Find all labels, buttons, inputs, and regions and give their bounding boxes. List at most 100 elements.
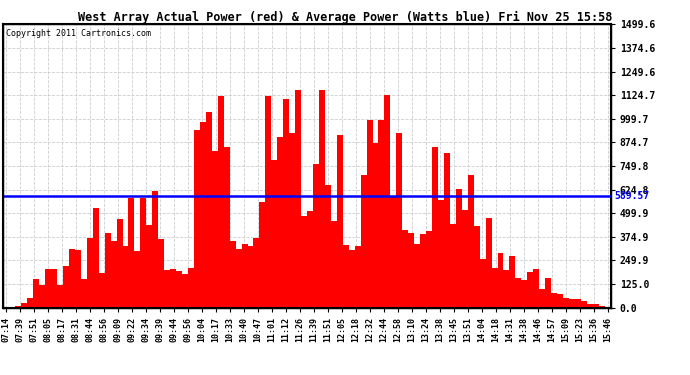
Bar xyxy=(557,294,563,307)
Bar xyxy=(212,151,218,308)
Bar xyxy=(218,96,224,308)
Bar xyxy=(366,120,373,308)
Bar xyxy=(426,231,432,308)
Bar xyxy=(515,278,522,308)
Bar xyxy=(15,306,21,308)
Bar xyxy=(361,174,366,308)
Bar xyxy=(504,270,509,308)
Bar xyxy=(539,289,545,308)
Bar xyxy=(10,307,15,308)
Bar xyxy=(384,95,391,308)
Bar xyxy=(146,225,152,308)
Text: 589.57: 589.57 xyxy=(615,191,650,201)
Bar xyxy=(63,266,69,308)
Bar xyxy=(271,160,277,308)
Bar xyxy=(373,143,379,308)
Bar xyxy=(51,268,57,308)
Bar xyxy=(295,90,301,308)
Bar xyxy=(230,242,235,308)
Bar xyxy=(414,244,420,308)
Bar xyxy=(170,270,176,308)
Bar xyxy=(117,219,123,308)
Bar xyxy=(402,230,408,308)
Bar xyxy=(325,185,331,308)
Bar xyxy=(128,198,135,308)
Bar xyxy=(456,189,462,308)
Bar xyxy=(33,279,39,308)
Bar xyxy=(123,246,128,308)
Bar xyxy=(551,293,557,308)
Bar xyxy=(450,224,456,308)
Bar xyxy=(408,233,414,308)
Bar xyxy=(206,112,212,308)
Bar xyxy=(21,303,28,307)
Bar xyxy=(69,249,75,308)
Bar xyxy=(343,245,348,308)
Bar xyxy=(468,176,474,308)
Bar xyxy=(283,99,289,308)
Bar xyxy=(396,133,402,308)
Bar xyxy=(586,304,593,307)
Bar xyxy=(182,274,188,308)
Bar xyxy=(235,249,242,308)
Bar xyxy=(545,278,551,308)
Bar xyxy=(289,134,295,308)
Bar xyxy=(444,153,450,308)
Bar xyxy=(99,273,105,308)
Bar xyxy=(491,268,497,308)
Bar xyxy=(509,256,515,308)
Text: West Array Actual Power (red) & Average Power (Watts blue) Fri Nov 25 15:58: West Array Actual Power (red) & Average … xyxy=(78,11,612,24)
Bar xyxy=(319,90,325,308)
Bar xyxy=(81,279,87,308)
Bar xyxy=(140,198,146,308)
Bar xyxy=(266,96,271,308)
Bar xyxy=(158,238,164,308)
Bar xyxy=(480,259,486,308)
Bar xyxy=(527,272,533,308)
Bar xyxy=(277,138,283,308)
Bar xyxy=(474,226,480,308)
Bar xyxy=(379,120,384,308)
Bar xyxy=(533,269,539,308)
Bar xyxy=(331,221,337,308)
Bar xyxy=(164,270,170,308)
Bar xyxy=(337,135,343,308)
Bar xyxy=(486,218,491,308)
Bar xyxy=(188,268,194,308)
Bar xyxy=(432,147,438,308)
Bar xyxy=(420,234,426,308)
Bar xyxy=(241,244,248,308)
Bar xyxy=(105,233,110,308)
Bar xyxy=(438,200,444,308)
Bar xyxy=(391,196,396,308)
Bar xyxy=(248,246,253,308)
Bar xyxy=(57,285,63,308)
Bar xyxy=(569,299,575,307)
Bar xyxy=(224,147,230,308)
Bar xyxy=(563,298,569,307)
Bar xyxy=(28,298,33,307)
Bar xyxy=(92,209,99,308)
Bar xyxy=(110,242,117,308)
Bar xyxy=(259,202,266,308)
Bar xyxy=(462,210,468,308)
Bar xyxy=(313,164,319,308)
Bar xyxy=(135,251,140,308)
Bar xyxy=(497,253,504,308)
Bar xyxy=(599,306,604,308)
Bar xyxy=(581,301,586,307)
Bar xyxy=(87,238,92,308)
Bar xyxy=(253,237,259,308)
Bar xyxy=(39,285,45,308)
Bar xyxy=(575,299,581,307)
Bar xyxy=(194,130,200,308)
Bar xyxy=(152,190,158,308)
Bar xyxy=(301,216,307,308)
Bar xyxy=(45,269,51,308)
Bar xyxy=(307,211,313,308)
Text: Copyright 2011 Cartronics.com: Copyright 2011 Cartronics.com xyxy=(6,28,152,38)
Bar xyxy=(522,280,527,308)
Bar xyxy=(593,304,599,307)
Bar xyxy=(348,250,355,308)
Bar xyxy=(75,250,81,308)
